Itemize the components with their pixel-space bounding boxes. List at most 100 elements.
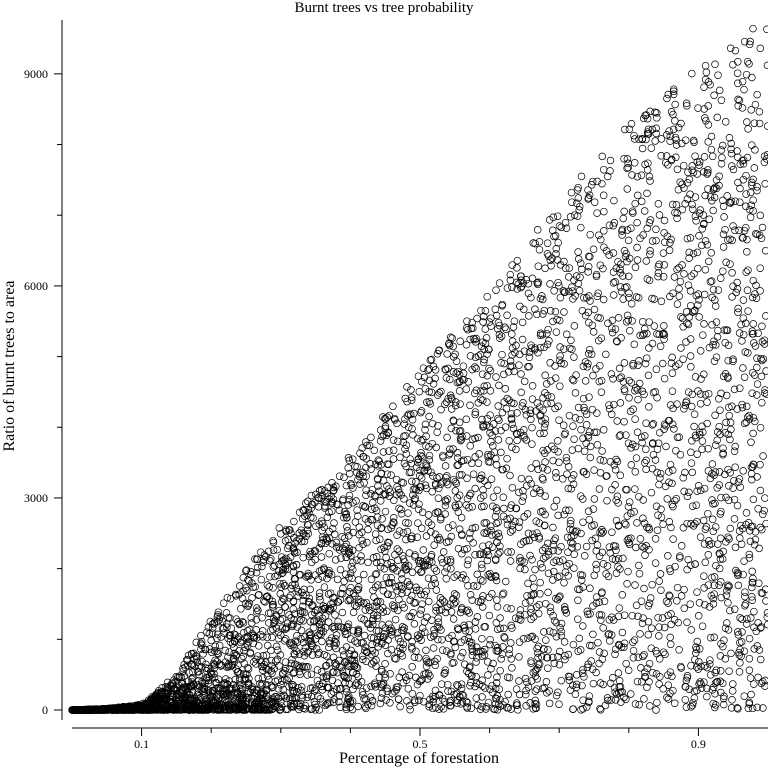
data-point	[480, 502, 488, 511]
data-point	[195, 663, 203, 671]
data-point	[674, 185, 683, 194]
data-point	[446, 445, 454, 454]
data-point	[611, 650, 619, 659]
data-point	[605, 629, 613, 638]
data-point	[379, 608, 387, 616]
data-point	[700, 290, 709, 299]
data-point	[731, 197, 739, 205]
data-point	[224, 660, 233, 669]
data-point	[513, 430, 521, 439]
data-point	[258, 666, 267, 675]
data-point	[606, 637, 614, 645]
data-point	[689, 168, 698, 177]
data-point	[729, 165, 738, 174]
data-point	[618, 231, 626, 239]
data-point	[479, 358, 488, 367]
data-point	[466, 489, 475, 498]
data-point	[292, 561, 301, 569]
data-point	[326, 639, 334, 648]
data-point	[570, 353, 578, 361]
data-point	[494, 318, 503, 327]
data-point	[471, 453, 479, 461]
data-point	[360, 479, 368, 487]
data-point	[492, 454, 500, 463]
data-point	[400, 495, 408, 503]
data-point	[362, 598, 371, 607]
data-point	[643, 664, 652, 673]
data-point	[258, 680, 267, 688]
data-point	[243, 695, 251, 704]
data-point	[705, 541, 714, 549]
data-point	[361, 515, 370, 523]
data-point	[394, 634, 403, 643]
data-point	[599, 191, 608, 200]
data-point	[329, 603, 337, 612]
data-point	[419, 364, 428, 372]
data-point	[528, 440, 536, 448]
data-point	[305, 509, 313, 517]
data-point	[695, 599, 704, 607]
data-point	[623, 164, 631, 172]
data-point	[669, 502, 677, 511]
data-point	[398, 600, 407, 609]
data-point	[628, 207, 637, 215]
data-point	[636, 331, 644, 340]
data-point	[714, 286, 723, 294]
data-point	[526, 551, 534, 560]
data-point	[468, 365, 476, 374]
data-point	[508, 330, 516, 338]
data-point	[660, 425, 668, 433]
data-point	[747, 201, 755, 209]
data-point	[756, 624, 765, 632]
data-point	[416, 691, 424, 700]
data-point	[214, 686, 223, 695]
data-point	[535, 534, 543, 543]
data-point	[704, 581, 713, 589]
data-point	[617, 260, 625, 269]
data-point	[372, 627, 381, 635]
data-point	[232, 705, 241, 713]
data-point	[312, 645, 321, 653]
data-point	[716, 274, 725, 282]
data-point	[605, 221, 614, 230]
data-point	[567, 538, 575, 547]
data-point	[315, 680, 324, 689]
data-point	[201, 645, 210, 654]
data-point	[478, 370, 487, 378]
data-point	[562, 224, 571, 232]
data-point	[457, 638, 465, 647]
data-point	[709, 600, 718, 608]
data-point	[592, 365, 600, 373]
data-point	[675, 433, 683, 441]
data-point	[599, 680, 607, 689]
data-point	[554, 688, 562, 697]
data-point	[417, 407, 426, 415]
data-point	[317, 627, 325, 635]
data-point	[608, 528, 616, 536]
data-point	[311, 555, 319, 564]
data-point	[614, 257, 622, 266]
data-point	[381, 673, 389, 682]
data-point	[303, 693, 312, 702]
data-point	[727, 149, 736, 158]
data-point	[542, 380, 551, 388]
data-point	[575, 206, 583, 214]
data-point	[366, 606, 374, 615]
data-point	[526, 409, 535, 418]
data-point	[497, 448, 505, 457]
data-point	[584, 433, 593, 442]
data-point	[599, 295, 608, 304]
data-point	[489, 659, 497, 668]
data-point	[420, 562, 429, 571]
data-point	[431, 686, 440, 695]
data-point	[565, 676, 574, 685]
data-point	[486, 458, 494, 466]
data-point	[435, 346, 444, 354]
data-point	[316, 694, 325, 703]
data-point	[758, 322, 766, 331]
data-point	[338, 608, 347, 617]
data-point	[404, 509, 412, 517]
data-point	[494, 436, 503, 444]
data-point	[654, 613, 662, 622]
data-point	[676, 554, 684, 562]
